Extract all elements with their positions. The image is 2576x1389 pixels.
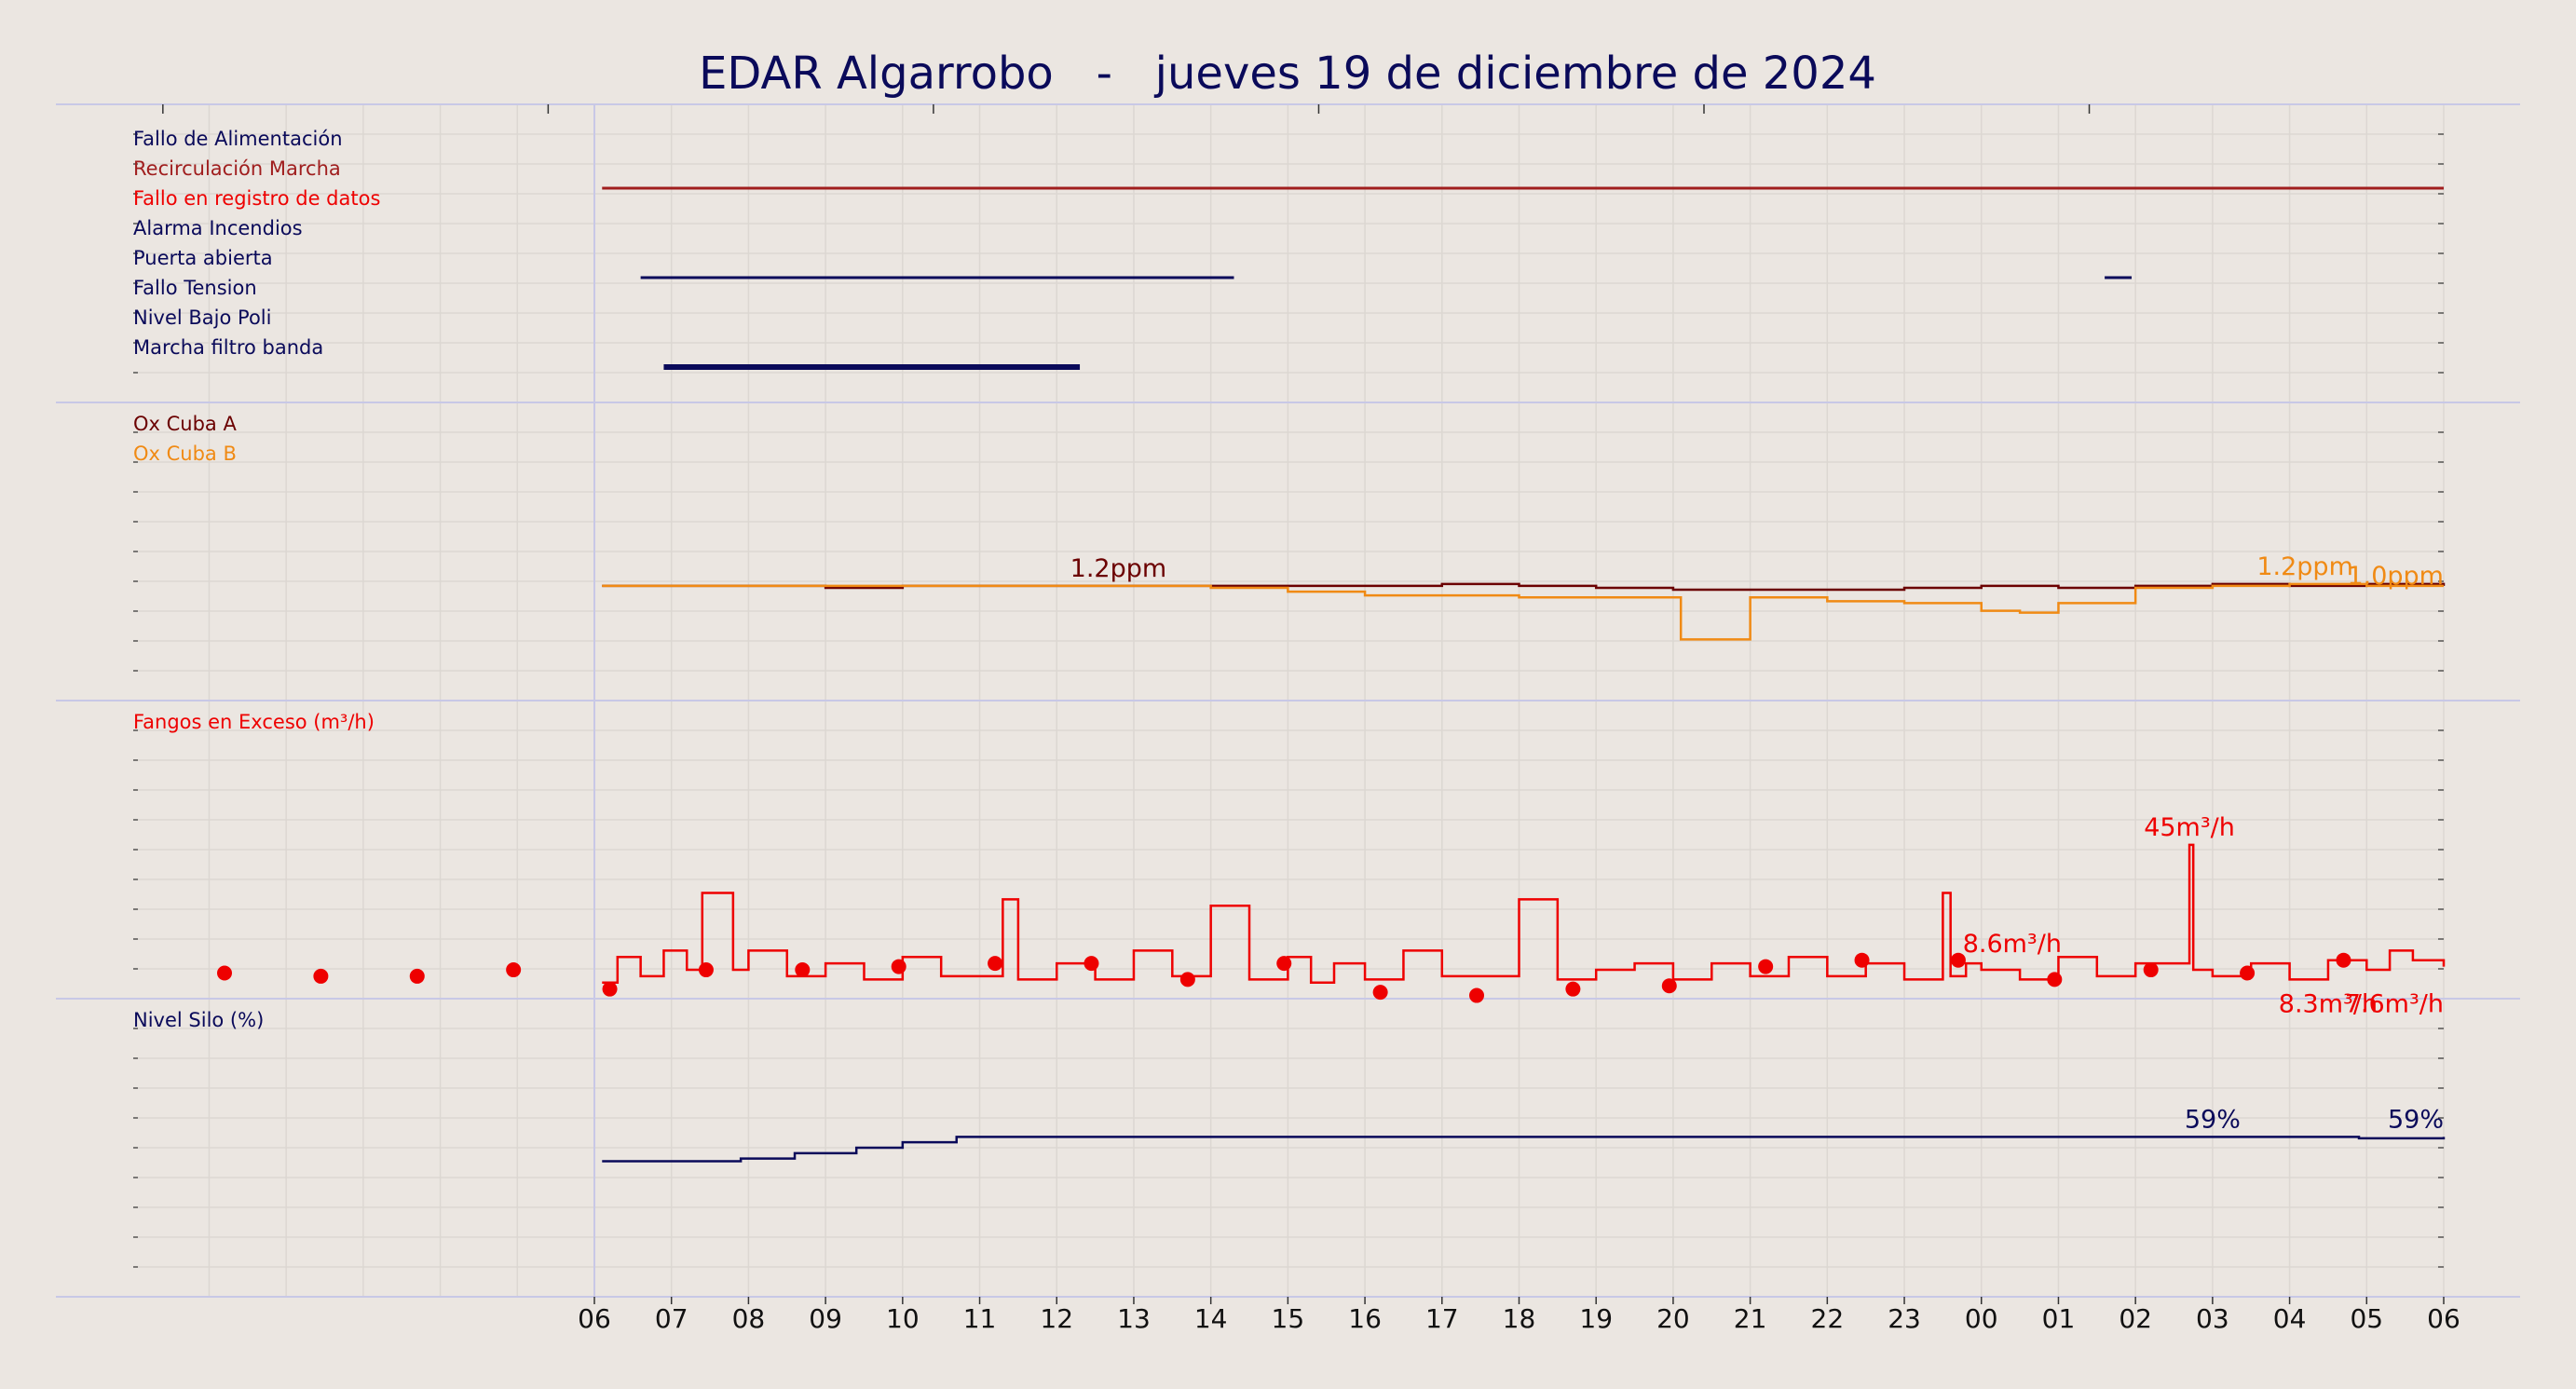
value-label: 7.6m³/h bbox=[2345, 990, 2444, 1019]
sample-dot bbox=[1372, 985, 1388, 1001]
chart-layers: 06 07 08 09 10 11 12 13 14 15 16 17 18 19 20 21 22 23 00 01… bbox=[56, 103, 2520, 1334]
x-tick-label: 16 bbox=[1348, 1303, 1382, 1334]
alarm-label: Puerta abierta bbox=[133, 247, 273, 269]
value-label: 1.2ppm bbox=[2256, 552, 2353, 581]
panel-silo: Nivel Silo (%) 59% 59% bbox=[133, 1009, 2446, 1163]
sample-dot bbox=[1854, 952, 1870, 968]
x-tick-label: 21 bbox=[1734, 1303, 1767, 1334]
alarm-label: Marcha filtro banda bbox=[133, 336, 323, 359]
x-tick-label: 09 bbox=[809, 1303, 842, 1334]
x-tick-label: 20 bbox=[1656, 1303, 1690, 1334]
alarm-label: Fallo de Alimentación bbox=[133, 128, 343, 150]
alarm-label: Fallo Tension bbox=[133, 277, 257, 299]
sample-dot bbox=[506, 962, 522, 978]
sample-dot bbox=[2143, 962, 2159, 978]
x-axis: 06 07 08 09 10 11 12 13 14 15 16 17 18 19 20 21 22 23 00 01… bbox=[578, 1297, 2460, 1334]
sample-dot bbox=[891, 959, 906, 974]
alarm-label: Nivel Bajo Poli bbox=[133, 306, 271, 329]
x-tick-label: 04 bbox=[2273, 1303, 2307, 1334]
sample-dot bbox=[795, 962, 811, 978]
sample-dot bbox=[313, 968, 329, 984]
x-tick-label: 18 bbox=[1503, 1303, 1536, 1334]
alarm-label: Fallo en registro de datos bbox=[133, 187, 380, 210]
series-line bbox=[602, 1136, 2446, 1163]
value-label: 1.2ppm bbox=[1070, 554, 1167, 583]
x-tick-label: 01 bbox=[2042, 1303, 2076, 1334]
x-tick-label: 05 bbox=[2350, 1303, 2383, 1334]
sample-dot bbox=[988, 956, 1003, 972]
panel-sludge: Fangos en Exceso (m³/h) 45m³/h 8.6m³/h 8.3m… bbox=[133, 711, 2446, 1019]
x-tick-label: 10 bbox=[886, 1303, 920, 1334]
sample-dot bbox=[1469, 987, 1485, 1003]
legend-entry: Ox Cuba B bbox=[133, 443, 237, 465]
value-label: 8.6m³/h bbox=[1963, 930, 2062, 959]
sample-dot bbox=[217, 965, 232, 981]
x-tick-label: 12 bbox=[1040, 1303, 1073, 1334]
value-label: 8.3m³/h bbox=[2279, 990, 2378, 1019]
legend-entry: Ox Cuba A bbox=[133, 413, 237, 435]
panel-title: Fangos en Exceso (m³/h) bbox=[133, 711, 375, 733]
sample-dot bbox=[602, 981, 618, 997]
sample-dot bbox=[2240, 965, 2256, 981]
sample-dot bbox=[1950, 952, 1966, 968]
panel-alarms: Fallo de Alimentación Recirculación March… bbox=[133, 128, 2444, 370]
x-tick-label: 00 bbox=[1965, 1303, 1998, 1334]
x-tick-label: 06 bbox=[2427, 1303, 2460, 1334]
x-tick-label: 13 bbox=[1117, 1303, 1151, 1334]
x-tick-label: 22 bbox=[1811, 1303, 1845, 1334]
x-tick-label: 03 bbox=[2196, 1303, 2229, 1334]
x-tick-label: 23 bbox=[1888, 1303, 1921, 1334]
x-tick-label: 15 bbox=[1272, 1303, 1305, 1334]
x-tick-label: 19 bbox=[1579, 1303, 1613, 1334]
alarm-label: Recirculación Marcha bbox=[133, 157, 341, 180]
value-label: 1.0ppm bbox=[2347, 562, 2444, 591]
sample-dot bbox=[409, 968, 425, 984]
sample-dot bbox=[1661, 978, 1677, 994]
x-tick-label: 07 bbox=[655, 1303, 688, 1334]
x-tick-label: 08 bbox=[732, 1303, 766, 1334]
sample-dot bbox=[1758, 959, 1774, 974]
value-label: 59% bbox=[2185, 1105, 2241, 1134]
panel-title: Nivel Silo (%) bbox=[133, 1009, 264, 1031]
grid bbox=[56, 103, 2520, 1298]
x-tick-label: 06 bbox=[578, 1303, 611, 1334]
sample-dot bbox=[1276, 956, 1292, 972]
series-line bbox=[602, 843, 2446, 985]
alarm-label: Alarma Incendios bbox=[133, 217, 303, 239]
sample-dot bbox=[1179, 972, 1195, 987]
series-line bbox=[602, 582, 2444, 641]
x-tick-label: 14 bbox=[1194, 1303, 1228, 1334]
value-label: 45m³/h bbox=[2144, 813, 2235, 842]
sample-dot bbox=[1565, 981, 1581, 997]
x-tick-label: 11 bbox=[963, 1303, 997, 1334]
x-tick-label: 02 bbox=[2119, 1303, 2152, 1334]
value-label: 59% bbox=[2388, 1105, 2444, 1134]
chart-title: EDAR Algarrobo - jueves 19 de diciembre … bbox=[699, 48, 1876, 100]
x-tick-label: 17 bbox=[1425, 1303, 1459, 1334]
